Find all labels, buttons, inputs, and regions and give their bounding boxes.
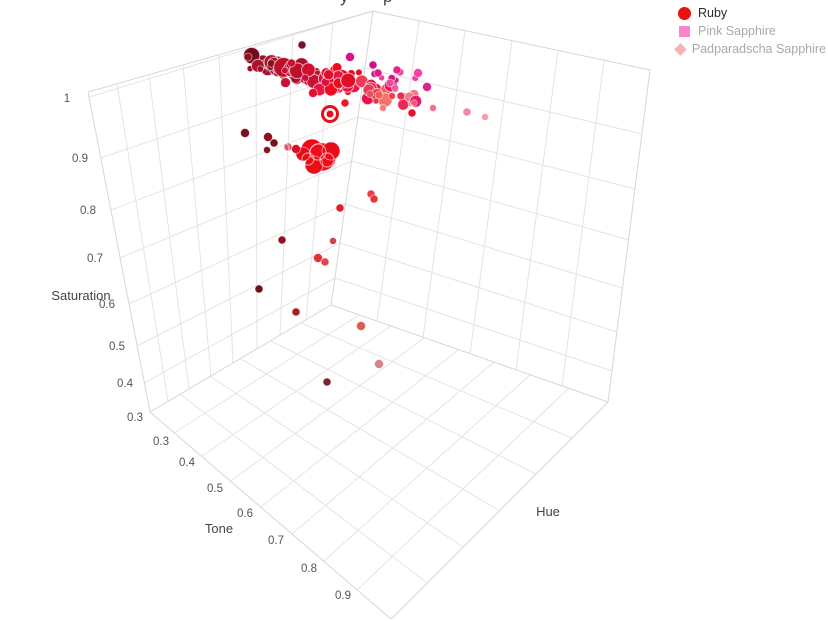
scatter-point[interactable]	[326, 110, 334, 118]
scatter-point[interactable]	[269, 138, 279, 148]
tick-label: 0.8	[301, 563, 317, 575]
scatter-point[interactable]	[388, 92, 396, 100]
tick-label: 0.8	[80, 205, 96, 217]
legend-item-padparadscha-sapphire[interactable]: Padparadscha Sapphire	[674, 40, 826, 58]
scatter-point[interactable]	[321, 141, 341, 161]
tick-label: 0.6	[99, 299, 115, 311]
scatter-point[interactable]	[329, 237, 337, 245]
scatter-point[interactable]	[278, 142, 290, 154]
tick-label: 0.7	[87, 253, 103, 265]
scatter-point[interactable]	[366, 90, 374, 98]
scatter-point[interactable]	[410, 99, 418, 107]
scatter-point[interactable]	[392, 65, 402, 75]
chart-title-clipped: y p	[0, 0, 500, 9]
scatter-point[interactable]	[263, 146, 271, 154]
scatter-point[interactable]	[374, 90, 384, 100]
scatter-point[interactable]	[374, 359, 384, 369]
scatter-point[interactable]	[291, 144, 301, 154]
scatter-point[interactable]	[323, 69, 335, 81]
scatter-point[interactable]	[319, 152, 335, 168]
scatter-point[interactable]	[301, 152, 315, 166]
legend-item-pink-sapphire[interactable]: Pink Sapphire	[676, 22, 826, 40]
scatter-point[interactable]	[322, 377, 332, 387]
title-fragment: y	[340, 0, 349, 7]
tick-label: 0.9	[72, 153, 88, 165]
hue-axis-title: Hue	[536, 504, 560, 519]
scatter-point[interactable]	[308, 88, 318, 98]
tick-label: 0.3	[127, 412, 143, 424]
scatter-point[interactable]	[277, 235, 287, 245]
ruby-circle-icon	[676, 6, 692, 20]
scatter-point[interactable]	[372, 97, 380, 105]
legend-label: Ruby	[698, 6, 728, 20]
scatter-point[interactable]	[396, 91, 406, 101]
scatter-point[interactable]	[280, 77, 291, 88]
tick-label: 0.7	[268, 535, 284, 547]
scatter-point[interactable]	[462, 107, 472, 117]
scatter-point[interactable]	[309, 143, 327, 161]
scatter-point[interactable]	[297, 40, 307, 50]
tick-label: 1	[64, 93, 70, 105]
legend-item-ruby[interactable]: Ruby	[676, 4, 826, 22]
title-fragment: p	[383, 0, 392, 7]
scatter-point[interactable]	[340, 72, 357, 89]
scatter-point[interactable]	[429, 104, 437, 112]
scatter-point[interactable]	[391, 84, 399, 92]
tick-labels: 1 0.9 0.8 0.7 0.6 0.5 0.4 0.3 0.3 0.4 0.5 0.6 0.7 0.8…	[64, 93, 351, 602]
scatter-point[interactable]	[481, 113, 489, 121]
scatter-point[interactable]	[345, 52, 355, 62]
padparadscha-diamond-icon	[674, 42, 688, 56]
tick-label: 0.6	[237, 508, 253, 520]
scatter-point[interactable]	[287, 58, 296, 68]
scatter-point[interactable]	[369, 194, 379, 204]
saturation-axis-title: Saturation	[51, 288, 111, 303]
scatter-point[interactable]	[385, 78, 395, 88]
axis-edges	[87, 10, 651, 620]
legend-label: Pink Sapphire	[698, 24, 776, 38]
scatter-point[interactable]	[413, 68, 423, 78]
scatter-point[interactable]	[373, 68, 383, 78]
legend-label: Padparadscha Sapphire	[691, 42, 826, 56]
scatter-point[interactable]	[254, 284, 264, 294]
pink-sapphire-square-icon	[676, 25, 692, 37]
scatter-point[interactable]	[240, 128, 250, 138]
scatter-point[interactable]	[301, 73, 310, 82]
scatter-point[interactable]	[313, 253, 323, 263]
scatter-point[interactable]	[256, 65, 264, 73]
scatter-point[interactable]	[335, 203, 345, 213]
scatter-point[interactable]	[263, 132, 273, 142]
scatter-point[interactable]	[281, 66, 289, 75]
scatter-point[interactable]	[243, 52, 253, 62]
tone-axis-title: Tone	[204, 521, 234, 536]
tick-label: 0.4	[117, 378, 134, 390]
tick-label: 0.9	[335, 590, 351, 602]
tick-label: 0.5	[207, 483, 223, 495]
tick-label: 0.4	[179, 457, 196, 469]
scatter-point[interactable]	[379, 104, 387, 112]
tick-label: 0.3	[153, 436, 169, 448]
scatter-point[interactable]	[340, 98, 350, 108]
scatter-point[interactable]	[291, 307, 301, 317]
grid-lines	[88, 10, 643, 591]
tick-label: 0.5	[109, 341, 125, 353]
scatter-point[interactable]	[368, 60, 378, 70]
scatter-point[interactable]	[356, 321, 366, 331]
scatter-point[interactable]	[422, 82, 432, 92]
scatter-point[interactable]	[320, 257, 330, 267]
scatter-points	[240, 40, 489, 387]
scatter-point[interactable]	[407, 108, 417, 118]
legend: Ruby Pink Sapphire Padparadscha Sapphire	[674, 4, 826, 58]
